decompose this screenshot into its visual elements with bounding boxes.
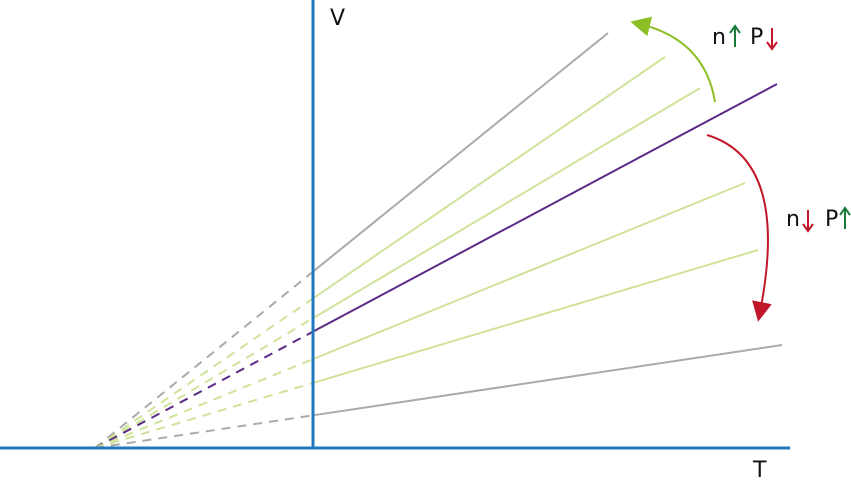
extrapolation — [94, 330, 314, 449]
down-arrow — [802, 210, 814, 233]
extrapolation — [94, 414, 314, 449]
up-arrow — [729, 24, 741, 47]
extrapolation — [94, 270, 314, 449]
isobar — [312, 249, 759, 384]
extrapolation — [94, 317, 314, 449]
extrapolation — [94, 381, 314, 449]
extrapolation — [94, 297, 314, 449]
y-axis-label: V — [330, 6, 345, 31]
annotation-p: P — [750, 25, 763, 50]
down-arrow — [766, 28, 778, 51]
x-axis-label: T — [752, 458, 767, 483]
isobar — [312, 344, 783, 417]
isobar — [312, 56, 666, 300]
isobar — [312, 32, 609, 273]
curved-arrow — [706, 134, 772, 322]
annotation-n: n — [786, 207, 800, 232]
isobar — [312, 182, 746, 361]
curved-arrow — [630, 16, 716, 103]
annotation-n: n — [712, 25, 726, 50]
isobars — [94, 32, 783, 449]
isobar — [312, 83, 778, 333]
isobar — [312, 87, 701, 320]
annotation-p: P — [825, 207, 838, 232]
up-arrow — [839, 206, 851, 229]
extrapolation — [94, 358, 314, 449]
